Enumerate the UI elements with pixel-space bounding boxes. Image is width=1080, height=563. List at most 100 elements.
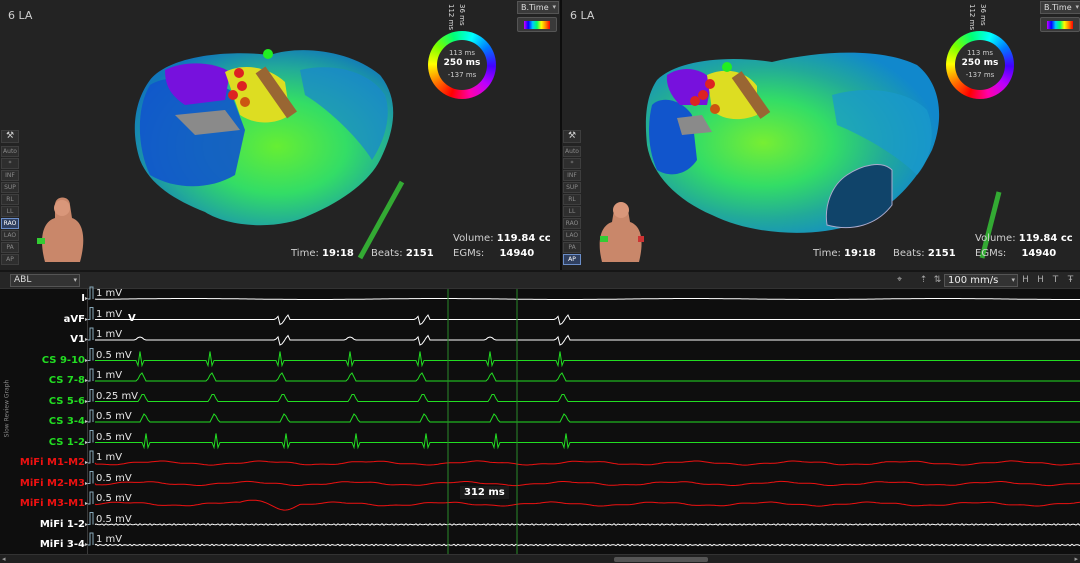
volume-stat: Volume: 119.84 cc bbox=[975, 233, 1073, 244]
hammer-icon[interactable]: ⚒ bbox=[563, 130, 581, 143]
view-ap[interactable]: AP bbox=[1, 254, 19, 265]
egm-trace-line bbox=[95, 372, 1080, 382]
horizontal-scrollbar[interactable]: ◂ ▸ bbox=[0, 554, 1080, 563]
channel-label[interactable]: CS 9-10 bbox=[41, 354, 85, 366]
channel-label[interactable]: CS 1-2 bbox=[48, 436, 85, 448]
view-sup[interactable]: SUP bbox=[1, 182, 19, 193]
view-lao[interactable]: LAO bbox=[563, 230, 581, 241]
scroll-left-icon[interactable]: ◂ bbox=[2, 555, 6, 563]
view-ll[interactable]: LL bbox=[1, 206, 19, 217]
channel-arrow-icon[interactable]: ▸ bbox=[85, 295, 89, 302]
calibration-mark bbox=[88, 327, 94, 341]
sort-icon[interactable]: ⇅ bbox=[933, 275, 942, 285]
map-label: 6 LA bbox=[570, 9, 595, 22]
channel-scale: 0.5 mV bbox=[96, 472, 132, 484]
egm-toolbar: ABL ▾ ⌖ ⇡ ⇅ 100 mm/s ▾ H H T Ŧ bbox=[0, 272, 1080, 289]
channel-arrow-icon[interactable]: ▸ bbox=[85, 377, 89, 384]
view-rao[interactable]: RAO bbox=[563, 218, 581, 229]
channel-arrow-icon[interactable]: ▸ bbox=[85, 397, 89, 405]
scroll-thumb[interactable] bbox=[614, 557, 708, 562]
beats-stat: Beats: 2151 bbox=[893, 248, 956, 259]
view-star[interactable]: * bbox=[1, 158, 19, 169]
channel-arrow-icon[interactable]: ▸ bbox=[85, 479, 89, 487]
calibration-mark bbox=[88, 491, 94, 505]
egm-trace-line bbox=[95, 334, 1080, 346]
view-ll[interactable]: LL bbox=[563, 206, 581, 217]
channel-scale: 1 mV bbox=[96, 452, 123, 463]
dial-upper-value: 112 ms bbox=[968, 4, 976, 31]
view-rl[interactable]: RL bbox=[1, 194, 19, 205]
view-rao[interactable]: RAO bbox=[1, 218, 19, 229]
dial-lower-value: 36 ms bbox=[979, 4, 987, 26]
channel-arrow-icon[interactable]: ▸ bbox=[85, 459, 89, 466]
t-cursor-icon[interactable]: T bbox=[1052, 275, 1059, 285]
channel-arrow-icon[interactable]: ▸ bbox=[85, 336, 89, 343]
view-inf[interactable]: INF bbox=[563, 170, 581, 181]
egms-stat: EGMs: 14940 bbox=[453, 248, 535, 259]
view-star[interactable]: * bbox=[563, 158, 581, 169]
channel-arrow-icon[interactable]: ▸ bbox=[85, 315, 89, 323]
map-panel-left[interactable]: 6 LA B.Time ▾ bbox=[0, 0, 560, 270]
channel-scale: 1 mV bbox=[96, 288, 123, 299]
view-auto[interactable]: Auto bbox=[1, 146, 19, 157]
h-cursor-icon[interactable]: H bbox=[1022, 275, 1029, 285]
view-ap[interactable]: AP bbox=[563, 254, 581, 265]
activation-dial[interactable]: 113 ms 250 ms -137 ms bbox=[428, 31, 496, 99]
egm-trace-line bbox=[94, 523, 1080, 526]
channel-arrow-icon[interactable]: ▸ bbox=[85, 418, 89, 425]
egm-trace-line bbox=[95, 433, 1080, 450]
view-rl[interactable]: RL bbox=[563, 194, 581, 205]
view-pa[interactable]: PA bbox=[563, 242, 581, 253]
view-sup[interactable]: SUP bbox=[563, 182, 581, 193]
view-auto[interactable]: Auto bbox=[563, 146, 581, 157]
channel-label[interactable]: CS 3-4 bbox=[48, 416, 85, 427]
channel-label[interactable]: aVF bbox=[63, 313, 85, 325]
channel-arrow-icon[interactable]: ▸ bbox=[85, 438, 89, 446]
scroll-right-icon[interactable]: ▸ bbox=[1074, 555, 1078, 563]
la-3d-map[interactable] bbox=[562, 0, 1080, 270]
channel-arrow-icon[interactable]: ▸ bbox=[85, 356, 89, 364]
egms-stat: EGMs: 14940 bbox=[975, 248, 1057, 259]
egm-trace-line bbox=[94, 543, 1080, 547]
channel-scale: 0.25 mV bbox=[96, 390, 139, 402]
channel-scale: 1 mV bbox=[96, 534, 123, 545]
channel-label[interactable]: MiFi M2-M3 bbox=[19, 477, 85, 489]
map-panel-right[interactable]: 6 LA B.Time ▾ bbox=[562, 0, 1080, 270]
channel-arrow-icon[interactable]: ▸ bbox=[85, 520, 89, 528]
egm-trace-line bbox=[94, 298, 1080, 300]
channel-label[interactable]: V1 bbox=[70, 334, 85, 345]
view-lao[interactable]: LAO bbox=[1, 230, 19, 241]
channel-label[interactable]: I bbox=[81, 293, 85, 304]
calibration-mark bbox=[88, 409, 94, 423]
channel-arrow-icon[interactable]: ▸ bbox=[85, 500, 89, 507]
channel-arrow-icon[interactable]: ▸ bbox=[85, 541, 89, 548]
h-red-cursor-icon[interactable]: H bbox=[1037, 275, 1044, 285]
activation-dial[interactable]: 113 ms 250 ms -137 ms bbox=[946, 31, 1014, 99]
channel-label[interactable]: CS 5-6 bbox=[48, 395, 85, 407]
t-red-cursor-icon[interactable]: Ŧ bbox=[1067, 275, 1074, 285]
btime-select[interactable]: B.Time ▾ bbox=[1040, 1, 1080, 14]
btime-select[interactable]: B.Time ▾ bbox=[517, 1, 559, 14]
view-inf[interactable]: INF bbox=[1, 170, 19, 181]
dial-lower-value: 36 ms bbox=[458, 4, 466, 26]
channel-label[interactable]: CS 7-8 bbox=[48, 375, 85, 386]
source-select[interactable]: ABL ▾ bbox=[10, 274, 80, 287]
egm-trace-line bbox=[95, 394, 1080, 402]
view-pa[interactable]: PA bbox=[1, 242, 19, 253]
hammer-icon[interactable]: ⚒ bbox=[1, 130, 19, 143]
sweep-speed-select[interactable]: 100 mm/s ▾ bbox=[944, 274, 1018, 287]
channel-label[interactable]: MiFi M3-M1 bbox=[19, 498, 85, 509]
la-3d-map[interactable] bbox=[0, 0, 560, 270]
panel-divider[interactable] bbox=[560, 0, 562, 270]
channel-label[interactable]: MiFi 3-4 bbox=[39, 539, 85, 550]
volume-stat: Volume: 119.84 cc bbox=[453, 233, 551, 244]
calibration-mark bbox=[88, 286, 94, 300]
egm-trace-area[interactable] bbox=[0, 272, 1080, 563]
pointer-icon[interactable]: ⇡ bbox=[919, 275, 928, 285]
ruler-icon[interactable]: ⌖ bbox=[896, 275, 903, 285]
channel-label[interactable]: MiFi 1-2 bbox=[39, 518, 85, 530]
channel-label[interactable]: MiFi M1-M2 bbox=[19, 457, 85, 468]
colorbar-button[interactable] bbox=[517, 17, 557, 32]
